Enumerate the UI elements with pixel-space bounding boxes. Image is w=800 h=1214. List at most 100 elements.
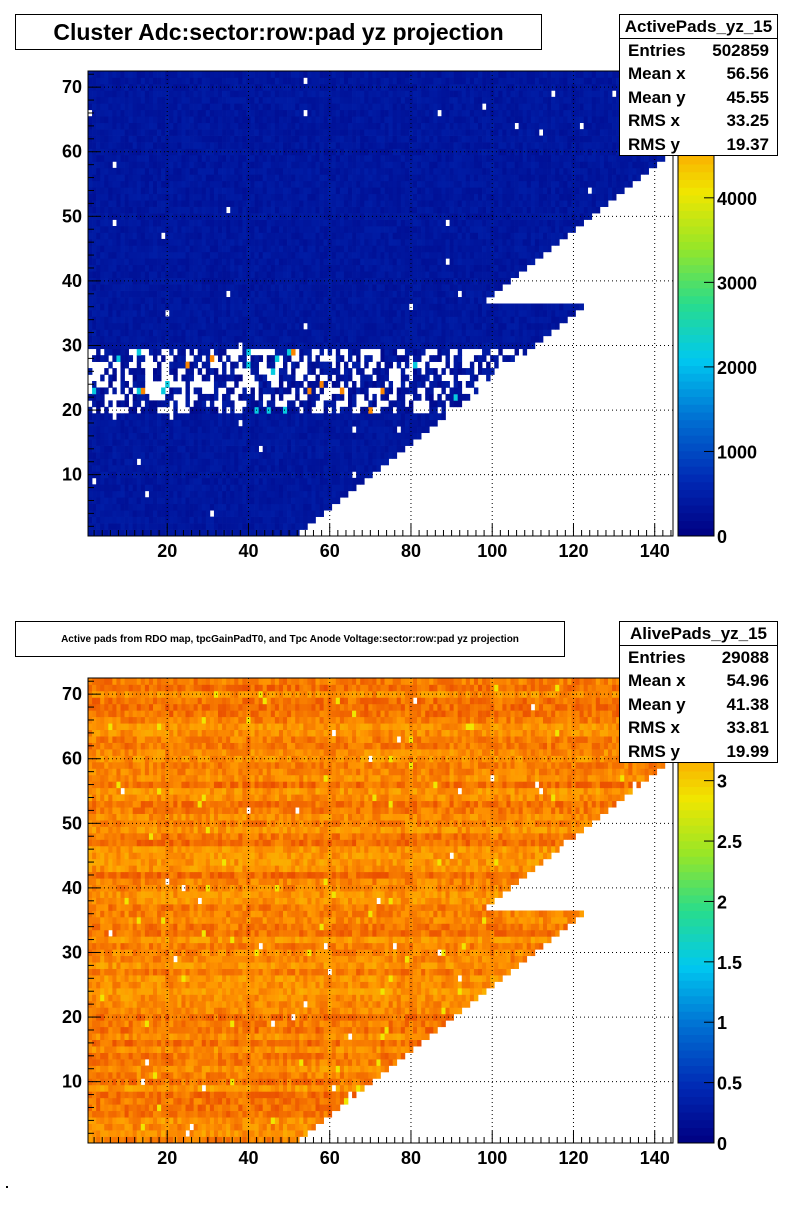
heatmap-cell xyxy=(307,245,312,253)
heatmap-cell xyxy=(348,458,353,466)
heatmap-cell xyxy=(400,264,406,272)
heatmap-cell xyxy=(274,316,280,324)
heatmap-cell xyxy=(311,200,316,207)
heatmap-cell xyxy=(140,290,146,298)
heatmap-cell xyxy=(551,187,556,195)
heatmap-cell xyxy=(234,503,239,511)
heatmap-cell xyxy=(429,180,434,188)
heatmap-cell xyxy=(96,464,101,472)
heatmap-cell xyxy=(185,426,190,434)
heatmap-cell xyxy=(538,187,544,195)
heatmap-cell xyxy=(197,477,203,485)
heatmap-cell xyxy=(315,271,320,279)
heatmap-cell xyxy=(242,226,247,233)
heatmap-cell xyxy=(270,477,276,485)
heatmap-cell xyxy=(189,516,194,524)
heatmap-cell xyxy=(165,342,170,350)
heatmap-cell xyxy=(246,258,251,266)
heatmap-cell xyxy=(291,290,296,298)
heatmap-cell xyxy=(384,206,389,214)
heatmap-cell xyxy=(437,303,442,311)
heatmap-cell xyxy=(506,322,511,330)
heatmap-cell xyxy=(404,419,410,427)
heatmap-cell xyxy=(449,238,454,246)
heatmap-cell xyxy=(433,303,438,311)
heatmap-cell xyxy=(258,251,264,259)
heatmap-cell xyxy=(563,309,568,317)
heatmap-cell xyxy=(262,477,268,485)
heatmap-cell xyxy=(408,187,414,195)
heatmap-cell xyxy=(372,432,377,440)
heatmap-cell xyxy=(343,200,349,207)
heatmap-cell xyxy=(478,187,483,195)
heatmap-cell xyxy=(226,226,231,233)
heatmap-cell xyxy=(112,226,117,233)
heatmap-cell xyxy=(250,245,255,253)
heatmap-cell xyxy=(291,226,296,233)
heatmap-cell xyxy=(323,413,329,421)
heatmap-cell xyxy=(238,432,243,440)
heatmap-cell xyxy=(250,490,255,498)
heatmap-cell xyxy=(307,452,312,459)
heatmap-cell xyxy=(291,497,296,505)
heatmap-cell xyxy=(356,368,361,375)
heatmap-cell xyxy=(258,303,264,311)
heatmap-cell xyxy=(157,477,162,485)
heatmap-cell xyxy=(490,271,495,279)
heatmap-cell xyxy=(234,510,239,517)
heatmap-cell xyxy=(92,200,97,207)
heatmap-cell xyxy=(222,206,227,214)
heatmap-cell xyxy=(437,348,442,356)
heatmap-cell xyxy=(457,258,463,266)
heatmap-cell xyxy=(307,413,312,421)
heatmap-cell xyxy=(522,335,528,343)
heatmap-cell xyxy=(234,271,239,279)
heatmap-cell xyxy=(254,309,259,317)
heatmap-cell xyxy=(291,303,296,311)
heatmap-cell xyxy=(299,439,304,446)
heatmap-cell xyxy=(104,316,109,324)
heatmap-cell xyxy=(250,439,255,446)
heatmap-cell xyxy=(278,374,284,382)
heatmap-cell xyxy=(238,264,243,272)
heatmap-cell xyxy=(291,471,296,479)
heatmap-cell xyxy=(331,187,337,195)
heatmap-cell xyxy=(319,452,324,459)
heatmap-cell xyxy=(157,458,162,466)
heatmap-cell xyxy=(307,277,312,285)
heatmap-cell xyxy=(319,264,324,272)
heatmap-cell xyxy=(92,329,97,337)
heatmap-cell xyxy=(108,316,113,324)
heatmap-cell xyxy=(327,290,333,298)
heatmap-cell xyxy=(408,258,414,266)
heatmap-cell xyxy=(502,316,507,324)
heatmap-cell xyxy=(262,309,268,317)
heatmap-cell xyxy=(270,419,276,427)
heatmap-cell xyxy=(449,264,454,272)
heatmap-cell xyxy=(205,458,211,466)
heatmap-cell xyxy=(226,523,231,530)
heatmap-cell xyxy=(291,458,296,466)
heatmap-cell xyxy=(299,413,304,421)
heatmap-cell xyxy=(368,322,373,330)
heatmap-cell xyxy=(518,238,524,246)
heatmap-cell xyxy=(392,400,398,408)
heatmap-cell xyxy=(218,445,223,453)
heatmap-cell xyxy=(457,226,463,233)
heatmap-cell xyxy=(157,290,162,298)
heatmap-cell xyxy=(547,303,552,311)
heatmap-cell xyxy=(295,193,300,201)
heatmap-cell xyxy=(551,206,556,214)
heatmap-cell xyxy=(120,355,125,362)
heatmap-cell xyxy=(144,335,150,343)
heatmap-cell xyxy=(108,381,113,388)
heatmap-cell xyxy=(563,193,568,201)
heatmap-cell xyxy=(274,355,280,362)
heatmap-cell xyxy=(242,290,247,298)
heatmap-cell xyxy=(128,232,134,240)
heatmap-cell xyxy=(343,297,349,304)
heatmap-cell xyxy=(193,309,199,317)
heatmap-cell xyxy=(161,238,166,246)
heatmap-cell xyxy=(461,290,467,298)
heatmap-cell xyxy=(486,335,491,343)
